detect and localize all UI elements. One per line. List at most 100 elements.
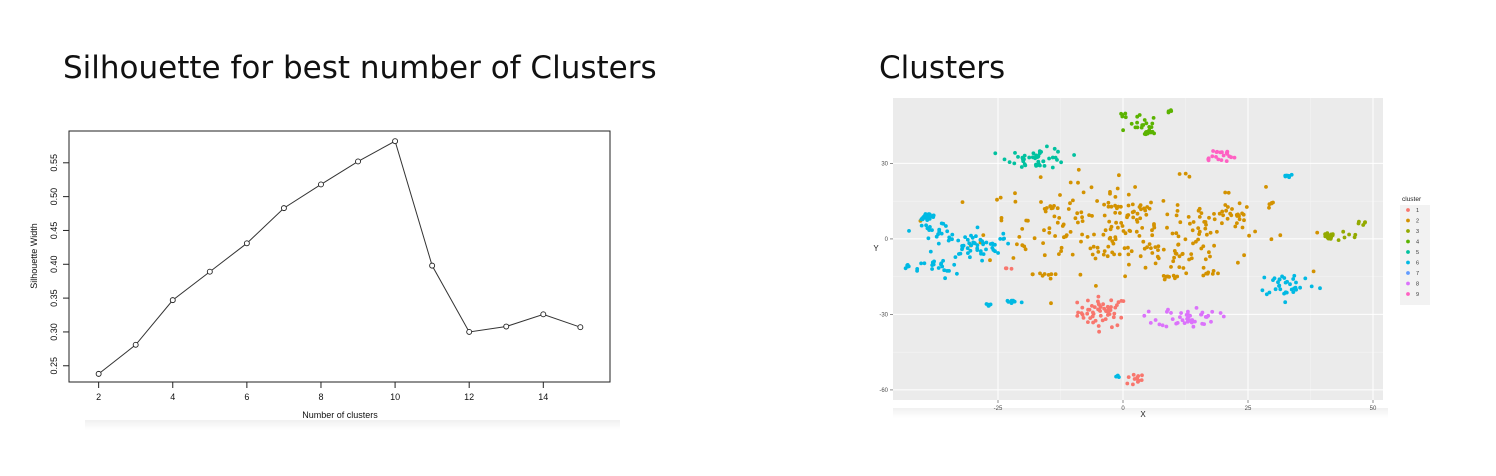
cluster-6-point xyxy=(975,243,980,248)
cluster-4-point xyxy=(1143,132,1148,137)
cluster-6-point xyxy=(944,224,948,228)
scatter-x-axis-label: X xyxy=(1140,410,1146,419)
cluster-2-point xyxy=(981,233,986,238)
cluster-2-point xyxy=(1079,210,1084,215)
cluster-2-point xyxy=(1233,224,1238,229)
cluster-8-point xyxy=(1165,309,1169,314)
cluster-2-point xyxy=(1108,191,1112,196)
cluster-2-point xyxy=(1110,250,1115,255)
cluster-1-point xyxy=(1093,318,1098,323)
cluster-2-point xyxy=(1207,250,1211,255)
cluster-2-point xyxy=(1068,201,1072,206)
cluster-2-point xyxy=(1126,252,1131,257)
cluster-5-point xyxy=(1041,159,1046,164)
cluster-2-point xyxy=(1201,244,1206,249)
cluster-2-point xyxy=(1178,220,1183,225)
cluster-1-point xyxy=(1076,310,1080,315)
legend-label-4: 4 xyxy=(1416,240,1419,246)
cluster-6-point xyxy=(1318,286,1322,291)
cluster-9-point xyxy=(1214,155,1218,159)
cluster-2-point xyxy=(1202,220,1207,224)
cluster-9-point xyxy=(1220,150,1224,155)
cluster-9-point xyxy=(1206,156,1211,161)
silhouette-point xyxy=(132,341,139,348)
cluster-6-point xyxy=(915,269,919,273)
cluster-2-point xyxy=(1117,173,1121,178)
cluster-6-point xyxy=(960,244,964,248)
cluster-6-point xyxy=(919,261,923,266)
cluster-2-point xyxy=(1173,251,1178,256)
cluster-2-point xyxy=(1264,185,1268,189)
cluster-2-point xyxy=(1120,224,1125,228)
cluster-6-point xyxy=(993,242,997,247)
cluster-8-point xyxy=(1203,315,1208,319)
cluster-2-point xyxy=(1177,254,1182,259)
cluster-8-point xyxy=(1182,321,1187,325)
cluster-1-point xyxy=(1131,372,1136,377)
scatter-axes: -25 0 25 50 -60 -30 0 30 xyxy=(879,161,1377,412)
cluster-6-point xyxy=(984,240,989,245)
cluster-4-point xyxy=(1120,114,1125,119)
silhouette-y-tick-label: 0.45 xyxy=(49,222,59,240)
legend-key-5 xyxy=(1406,250,1410,254)
cluster-2-point xyxy=(1095,245,1100,250)
cluster-2-point xyxy=(1269,237,1274,242)
cluster-2-point xyxy=(1015,242,1019,247)
cluster-6-point xyxy=(1278,287,1283,292)
cluster-9-point xyxy=(1219,158,1224,162)
cluster-2-point xyxy=(1161,199,1166,203)
cluster-2-point xyxy=(1068,180,1073,185)
cluster-2-point xyxy=(1126,245,1130,250)
cluster-1-point xyxy=(1126,375,1131,379)
cluster-6-point xyxy=(945,229,950,234)
cluster-2-point xyxy=(1138,254,1143,259)
cluster-2-point xyxy=(1142,206,1146,211)
cluster-2-point xyxy=(1223,190,1228,195)
cluster-8-point xyxy=(1157,322,1162,327)
legend-key-7 xyxy=(1406,271,1410,275)
legend-key-2 xyxy=(1406,218,1410,223)
cluster-2-point xyxy=(1113,210,1118,215)
silhouette-y-tick-label: 0.35 xyxy=(49,289,59,307)
cluster-6-point xyxy=(1277,277,1282,282)
cluster-2-point xyxy=(1131,215,1136,220)
cluster-8-point xyxy=(1169,311,1173,315)
silhouette-series xyxy=(95,138,584,377)
cluster-6-point xyxy=(1291,290,1296,294)
cluster-1-point xyxy=(1009,266,1014,271)
cluster-2-point xyxy=(1046,273,1051,277)
cluster-2-point xyxy=(1237,201,1242,206)
cluster-8-point xyxy=(1164,324,1169,329)
silhouette-x-tick-label: 14 xyxy=(538,392,548,402)
cluster-2-point xyxy=(1176,242,1180,247)
silhouette-x-tick-label: 10 xyxy=(390,392,400,402)
cluster-2-point xyxy=(1090,252,1095,257)
scatter-x-tick-label: 25 xyxy=(1245,406,1252,412)
cluster-2-point xyxy=(1207,215,1211,220)
cluster-2-point xyxy=(1236,260,1240,265)
cluster-2-point xyxy=(1030,272,1035,277)
cluster-2-point xyxy=(1226,205,1230,209)
cluster-2-point xyxy=(1088,246,1093,251)
cluster-2-point xyxy=(1023,247,1028,252)
cluster-2-point xyxy=(1197,215,1202,219)
cluster-6-point xyxy=(1294,280,1298,285)
cluster-2-point xyxy=(1215,229,1219,234)
cluster-2-point xyxy=(1073,216,1078,221)
cluster-2-point xyxy=(1201,265,1206,270)
cluster-2-point xyxy=(1060,224,1065,228)
cluster-2-point xyxy=(1126,192,1131,197)
legend-label-2: 2 xyxy=(1416,219,1419,225)
cluster-6-point xyxy=(936,266,941,270)
cluster-2-point xyxy=(1141,239,1146,244)
right-chart-title: Clusters xyxy=(879,50,1006,86)
cluster-2-point xyxy=(1204,222,1208,227)
cluster-3-point xyxy=(1342,235,1347,240)
cluster-6-point xyxy=(968,248,973,253)
silhouette-y-tick-label: 0.25 xyxy=(49,357,59,375)
cluster-6-point xyxy=(1002,236,1006,241)
cluster-6-point xyxy=(1283,300,1288,305)
cluster-8-point xyxy=(1200,310,1205,315)
cluster-2-point xyxy=(1137,234,1142,238)
cluster-2-point xyxy=(1143,265,1148,270)
